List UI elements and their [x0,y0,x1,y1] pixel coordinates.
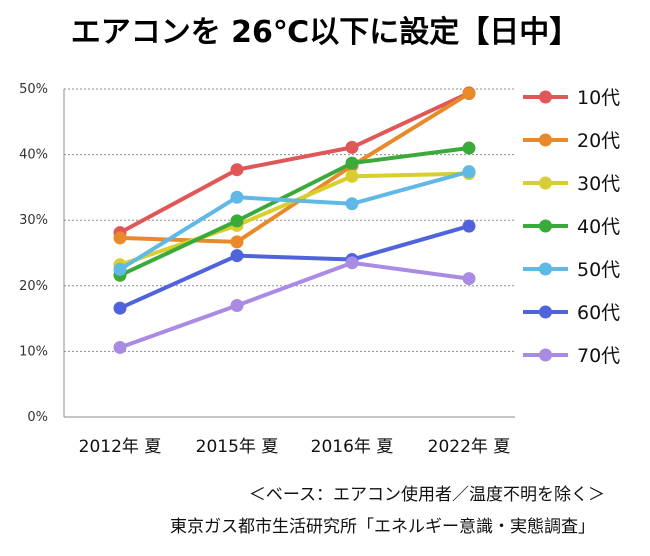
y-tick-label: 40% [19,148,48,163]
series-1 [113,87,476,249]
legend-label: 40代 [577,216,620,238]
base-note: ＜ベース：エアコン使用者／温度不明を除く＞ [249,484,605,505]
legend-item: 10代 [523,87,620,109]
series-line [118,146,471,278]
x-category-label: 2015年 夏 [196,437,279,457]
data-point [462,219,476,233]
series-line [118,90,471,235]
legend-item: 70代 [523,345,620,367]
legend-label: 30代 [577,173,620,195]
source-note: 東京ガス都市生活研究所「エネルギー意識・実態調査」 [170,517,595,537]
legend-marker [539,133,552,147]
legend-item: 50代 [523,259,620,281]
legend-marker [539,176,552,190]
data-point [230,298,244,312]
x-category-label: 2012年 夏 [79,437,162,457]
legend-item: 30代 [523,173,620,195]
data-point [345,169,359,183]
series-line [118,224,471,311]
series-3 [113,141,476,282]
legend-marker [539,262,552,276]
legend-marker [539,219,552,233]
data-point [462,141,476,155]
series-5 [113,219,476,315]
x-axis-categories: 2012年 夏 2015年 夏 2016年 夏 2022年 夏 [79,437,511,457]
legend-item: 60代 [523,302,620,324]
data-point [113,231,127,245]
data-point [230,249,244,263]
legend-marker [539,348,552,362]
y-axis-ticks: 0% 10% 20% 30% 40% 50% [19,82,48,425]
x-category-label: 2016年 夏 [311,437,394,457]
series-0 [113,86,476,240]
data-point [113,262,127,276]
legend-item: 20代 [523,130,620,152]
data-point [462,165,476,179]
y-tick-label: 0% [27,410,48,425]
legend-label: 20代 [577,130,620,152]
data-point [345,156,359,170]
y-tick-label: 10% [19,344,48,359]
legend-marker [539,305,552,319]
data-point [230,163,244,177]
y-tick-label: 20% [19,279,48,294]
y-tick-label: 50% [19,82,48,97]
y-tick-label: 30% [19,213,48,228]
series-6 [113,256,476,354]
gridlines [63,88,515,418]
data-point [462,87,476,101]
data-point [345,140,359,154]
data-point [113,340,127,354]
chart-title: エアコンを 26℃以下に設定【日中】 [71,15,580,50]
series-4 [113,165,476,276]
series-line [118,91,471,244]
data-point [113,301,127,315]
legend-label: 50代 [577,259,620,281]
data-point [345,256,359,270]
legend-label: 70代 [577,345,620,367]
legend-item: 40代 [523,216,620,238]
series-line [118,169,471,272]
series-lines [113,86,476,354]
data-point [462,272,476,286]
data-point [230,214,244,228]
legend: 10代 20代 30代 40代 50代 60代 70代 [523,87,620,367]
legend-label: 60代 [577,302,620,324]
series-line [118,260,471,350]
legend-label: 10代 [577,87,620,109]
data-point [230,190,244,204]
data-point [230,235,244,249]
x-category-label: 2022年 夏 [428,437,511,457]
legend-marker [539,90,552,104]
data-point [345,197,359,211]
